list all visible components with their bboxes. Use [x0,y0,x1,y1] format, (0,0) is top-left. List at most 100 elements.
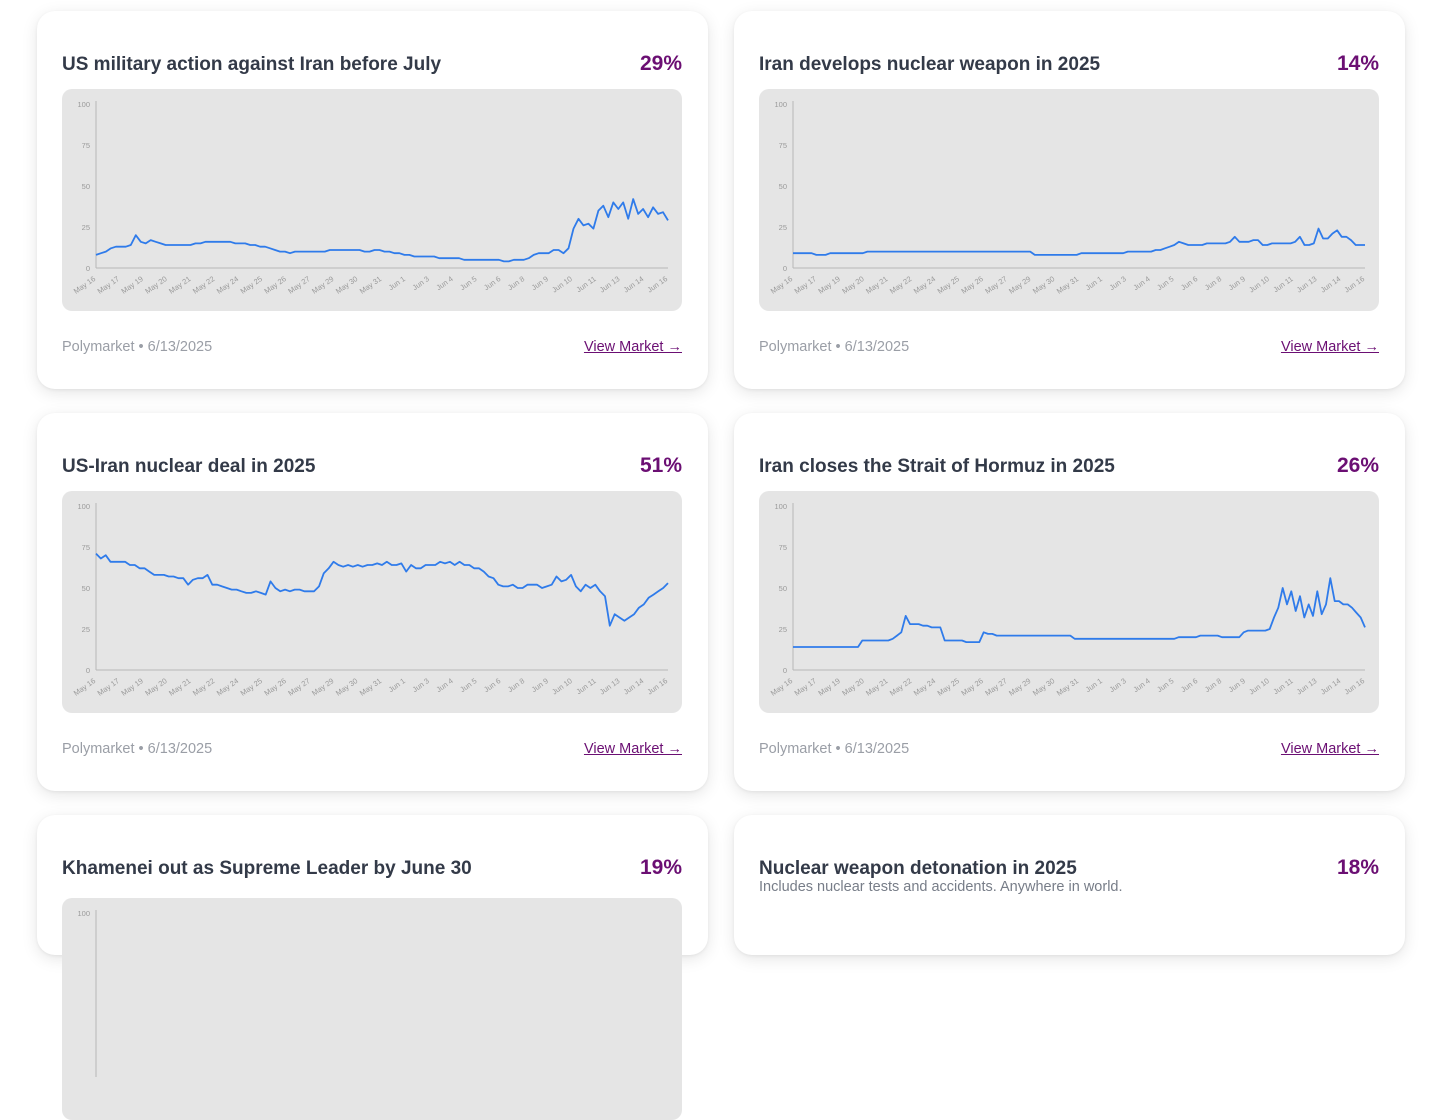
x-tick-label: May 24 [912,676,937,697]
x-tick-label: Jun 14 [622,274,646,294]
y-tick-label: 100 [774,100,787,109]
y-tick-label: 25 [82,223,90,232]
x-tick-label: May 25 [936,274,961,295]
x-tick-label: May 17 [793,676,818,697]
x-tick-label: Jun 4 [1131,274,1151,292]
x-tick-label: May 22 [888,676,913,697]
x-tick-label: Jun 3 [1108,676,1128,694]
x-tick-label: May 29 [1007,274,1032,295]
market-date: 6/13/2025 [147,339,213,355]
x-tick-label: Jun 3 [1108,274,1128,292]
y-tick-label: 50 [82,584,90,593]
market-chart: 0 25 50 75 100 May 16 May 17 May 19 May 20 May 21… [759,89,1379,311]
x-tick-label: Jun 4 [1131,676,1151,694]
x-tick-label: May 22 [191,676,216,697]
view-market-link[interactable]: View Market → [583,741,682,757]
x-tick-label: Jun 11 [1271,274,1294,294]
market-source-line: Polymarket • 6/13/2025 [62,741,213,757]
x-tick-label: Jun 14 [1319,274,1343,294]
x-tick-label: Jun 1 [387,676,407,694]
market-card: Iran develops nuclear weapon in 2025 14%… [734,11,1405,389]
x-tick-label: May 26 [959,274,984,295]
series-line [95,552,669,627]
chart-svg: 100 [77,909,97,1077]
x-tick-label: Jun 5 [458,274,478,292]
x-tick-label: May 24 [215,676,240,697]
market-chart: 100 [62,898,682,1120]
x-tick-label: Jun 13 [1295,676,1319,696]
x-tick-label: Jun 5 [458,676,478,694]
x-tick-label: May 16 [769,274,794,295]
series-line [793,227,1365,256]
y-tick-label: 25 [779,223,787,232]
view-market-link[interactable]: View Market → [1280,339,1379,355]
x-tick-label: May 20 [143,274,168,295]
x-tick-label: May 19 [119,676,144,697]
market-source: Polymarket [759,741,832,757]
view-market-link[interactable]: View Market → [1280,741,1379,757]
x-tick-label: Jun 9 [1227,274,1247,292]
x-tick-label: May 22 [191,274,216,295]
market-source-line: Polymarket • 6/13/2025 [759,339,910,355]
market-probability: 18% [1336,856,1379,879]
x-tick-label: May 24 [215,274,240,295]
y-tick-label: 100 [774,502,787,511]
x-tick-label: May 30 [1031,676,1056,697]
x-tick-label: Jun 16 [1343,274,1367,294]
x-tick-label: May 31 [1055,676,1080,697]
x-tick-label: May 20 [840,676,865,697]
x-tick-label: May 21 [864,676,889,697]
x-tick-label: Jun 9 [530,676,550,694]
x-tick-label: May 30 [1031,274,1056,295]
market-probability: 29% [639,52,682,75]
market-description: Includes nuclear tests and accidents. An… [759,879,1123,895]
series-line [793,577,1366,648]
x-tick-label: May 27 [286,676,311,697]
y-tick-label: 50 [779,584,787,593]
x-tick-label: May 22 [888,274,913,295]
market-source: Polymarket [759,339,832,355]
market-source-line: Polymarket • 6/13/2025 [62,339,213,355]
y-tick-label: 25 [82,625,90,634]
x-tick-label: May 17 [96,676,121,697]
x-tick-label: May 16 [72,274,97,295]
x-tick-label: Jun 1 [387,274,407,292]
x-tick-label: Jun 13 [1295,274,1319,294]
market-title: Iran closes the Strait of Hormuz in 2025 [759,456,1115,477]
y-tick-label: 25 [779,625,787,634]
x-tick-label: Jun 6 [482,676,502,694]
x-tick-label: Jun 16 [646,676,670,696]
x-tick-label: Jun 9 [1227,676,1247,694]
market-title: Iran develops nuclear weapon in 2025 [759,54,1101,75]
market-card: Iran closes the Strait of Hormuz in 2025… [734,413,1405,791]
x-tick-label: May 26 [262,676,287,697]
x-tick-label: Jun 10 [550,676,574,696]
y-tick-label: 75 [779,141,787,150]
x-tick-label: May 24 [912,274,937,295]
y-tick-label: 75 [82,141,90,150]
x-tick-label: May 26 [959,676,984,697]
x-tick-label: May 26 [262,274,287,295]
x-tick-label: May 27 [983,274,1008,295]
x-tick-label: May 17 [793,274,818,295]
x-tick-label: May 17 [96,274,121,295]
view-market-link[interactable]: View Market → [583,339,682,355]
x-tick-label: Jun 10 [1247,676,1271,696]
x-tick-label: May 21 [167,274,192,295]
x-tick-label: Jun 9 [530,274,550,292]
x-tick-label: May 29 [1007,676,1032,697]
x-tick-label: May 30 [334,676,359,697]
market-card: Nuclear weapon detonation in 2025 18% In… [734,815,1405,955]
y-tick-label: 0 [86,666,90,675]
x-tick-label: Jun 4 [434,274,454,292]
market-probability: 19% [639,856,682,879]
x-tick-label: May 29 [310,676,335,697]
x-tick-label: May 25 [936,676,961,697]
x-tick-label: Jun 14 [622,676,646,696]
x-tick-label: May 16 [72,676,97,697]
market-card: US military action against Iran before J… [37,11,708,389]
